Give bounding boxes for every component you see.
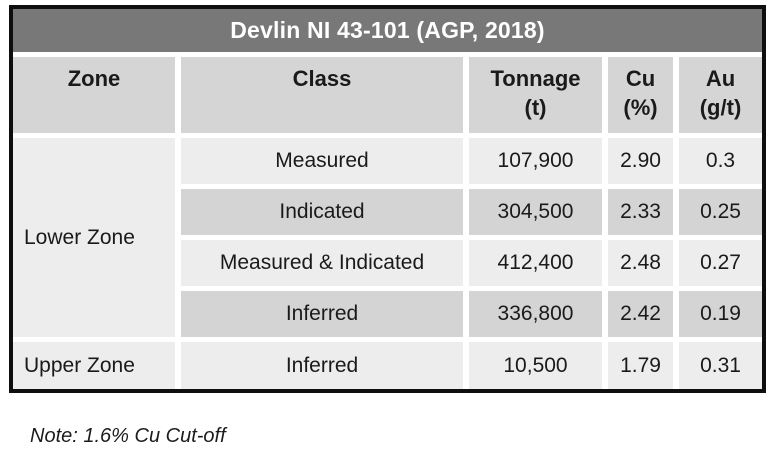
class-cell: Inferred: [181, 342, 463, 389]
column-header-au: Au (g/t): [679, 57, 762, 133]
cu-cell: 2.90: [608, 138, 673, 184]
au-cell: 0.3: [679, 138, 762, 184]
footnote: Note: 1.6% Cu Cut-off: [30, 425, 226, 447]
column-header-class: Class: [181, 57, 463, 133]
au-cell: 0.27: [679, 240, 762, 286]
au-cell: 0.25: [679, 189, 762, 235]
resource-table: Devlin NI 43-101 (AGP, 2018) Zone Class …: [9, 5, 766, 393]
tonnage-cell: 412,400: [469, 240, 602, 286]
tonnage-cell: 107,900: [469, 138, 602, 184]
cu-cell: 2.48: [608, 240, 673, 286]
column-header-cu: Cu (%): [608, 57, 673, 133]
cu-cell: 2.33: [608, 189, 673, 235]
tonnage-cell: 10,500: [469, 342, 602, 389]
cu-cell: 2.42: [608, 291, 673, 337]
class-cell: Indicated: [181, 189, 463, 235]
zone-cell-lower: Lower Zone: [13, 138, 175, 337]
cu-cell: 1.79: [608, 342, 673, 389]
column-header-zone: Zone: [13, 57, 175, 133]
table-title: Devlin NI 43-101 (AGP, 2018): [13, 9, 762, 52]
tonnage-cell: 336,800: [469, 291, 602, 337]
au-cell: 0.31: [679, 342, 762, 389]
class-cell: Measured & Indicated: [181, 240, 463, 286]
au-cell: 0.19: [679, 291, 762, 337]
class-cell: Inferred: [181, 291, 463, 337]
column-header-tonnage: Tonnage (t): [469, 57, 602, 133]
tonnage-cell: 304,500: [469, 189, 602, 235]
zone-cell-upper: Upper Zone: [13, 342, 175, 389]
class-cell: Measured: [181, 138, 463, 184]
